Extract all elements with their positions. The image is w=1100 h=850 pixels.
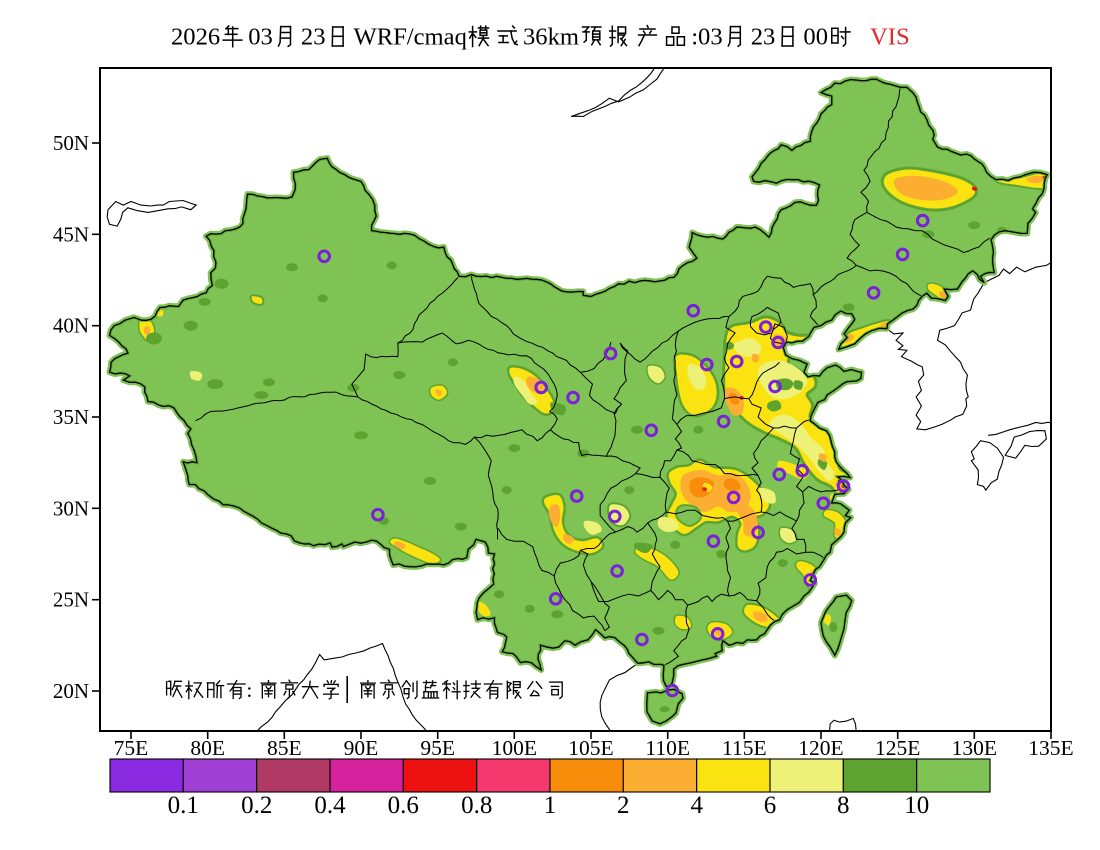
- svg-text:100E: 100E: [492, 736, 537, 760]
- svg-text:0.8: 0.8: [461, 792, 492, 819]
- svg-text:35N: 35N: [53, 405, 89, 429]
- svg-text:0.1: 0.1: [168, 792, 199, 819]
- svg-text:23: 23: [301, 24, 326, 51]
- svg-text:10: 10: [904, 792, 929, 819]
- svg-text:23: 23: [751, 24, 776, 51]
- svg-text:2: 2: [617, 792, 630, 819]
- svg-text:85E: 85E: [267, 736, 302, 760]
- svg-text:90E: 90E: [344, 736, 379, 760]
- svg-text::03: :03: [691, 24, 722, 51]
- svg-text:WRF/cmaq: WRF/cmaq: [354, 24, 467, 51]
- svg-text:8: 8: [837, 792, 850, 819]
- svg-text:95E: 95E: [420, 736, 455, 760]
- svg-text:VIS: VIS: [870, 24, 910, 51]
- svg-text:0.4: 0.4: [314, 792, 346, 819]
- svg-text:75E: 75E: [114, 736, 149, 760]
- svg-text:25N: 25N: [53, 588, 89, 612]
- svg-text:6: 6: [764, 792, 777, 819]
- svg-text:125E: 125E: [875, 736, 920, 760]
- svg-text:03: 03: [248, 24, 273, 51]
- svg-text:4: 4: [690, 792, 703, 819]
- svg-text:105E: 105E: [568, 736, 613, 760]
- svg-text:20N: 20N: [53, 679, 89, 703]
- svg-text::: :: [246, 678, 252, 702]
- svg-text:120E: 120E: [798, 736, 843, 760]
- svg-text:36km: 36km: [523, 24, 579, 51]
- svg-text:50N: 50N: [53, 131, 89, 155]
- svg-text:40N: 40N: [53, 314, 89, 338]
- svg-text:130E: 130E: [952, 736, 997, 760]
- svg-text:30N: 30N: [53, 496, 89, 520]
- svg-text:115E: 115E: [722, 736, 767, 760]
- svg-text:0.6: 0.6: [388, 792, 419, 819]
- svg-text:0.2: 0.2: [241, 792, 272, 819]
- svg-text:135E: 135E: [1028, 736, 1073, 760]
- svg-text:45N: 45N: [53, 222, 89, 246]
- svg-text:80E: 80E: [190, 736, 225, 760]
- svg-text:2026: 2026: [171, 24, 220, 51]
- svg-text:00: 00: [803, 24, 828, 51]
- svg-text:110E: 110E: [645, 736, 690, 760]
- svg-text:1: 1: [544, 792, 557, 819]
